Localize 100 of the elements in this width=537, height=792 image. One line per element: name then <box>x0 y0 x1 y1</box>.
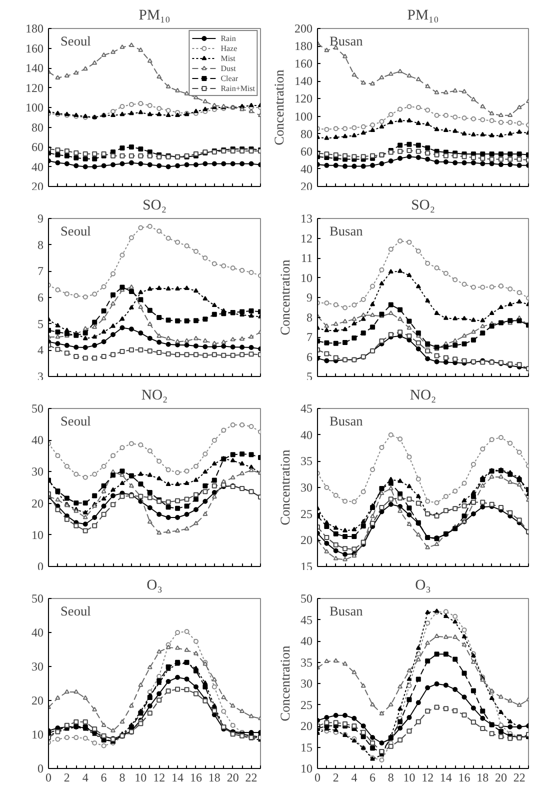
y-tick-label: 40 <box>32 160 44 174</box>
y-axis-title: Concentration <box>278 449 292 526</box>
annotation: Seoul <box>60 604 92 618</box>
y-tick-label: 45 <box>300 612 312 627</box>
y-tick-label: 140 <box>26 61 44 75</box>
y-tick-label: 10 <box>300 270 312 285</box>
x-tick-label: 20 <box>494 770 507 784</box>
annotation: Seoul <box>60 414 92 428</box>
y-tick-label: 140 <box>294 74 312 88</box>
y-tick-label: 7 <box>306 330 312 344</box>
y-tick-label: 180 <box>294 39 312 54</box>
x-tick-label: 4 <box>351 770 358 784</box>
y-axis-title: Concentration <box>278 645 292 722</box>
x-tick-label: 2 <box>332 770 339 784</box>
y-tick-label: 20 <box>32 496 44 510</box>
y-tick-label: 50 <box>300 592 312 606</box>
x-tick-label: 14 <box>440 770 452 784</box>
annotation: Seoul <box>60 224 92 238</box>
y-tick-label: 35 <box>300 655 312 670</box>
y-tick-label: 9 <box>306 290 312 304</box>
y-tick-label: 10 <box>32 528 44 542</box>
x-tick-label: 12 <box>422 770 434 784</box>
y-tick-label: 60 <box>32 140 44 154</box>
legend-label: Rain+Mist <box>220 84 255 92</box>
x-tick-label: 14 <box>172 770 184 784</box>
y-tick-label: 4 <box>38 343 44 358</box>
y-tick-label: 120 <box>294 92 312 106</box>
y-tick-label: 50 <box>32 592 44 606</box>
y-tick-label: 30 <box>300 676 312 690</box>
legend-label: Dust <box>220 64 237 72</box>
chart-title: SO₂ <box>142 198 166 214</box>
y-axis-title: Concentration <box>278 259 292 336</box>
y-tick-label: 40 <box>32 433 44 448</box>
annotation: Busan <box>330 224 364 238</box>
y-tick-label: 45 <box>300 402 312 416</box>
x-tick-label: 4 <box>82 770 88 784</box>
y-tick-label: 6 <box>306 350 312 364</box>
chart-title: O₃ <box>415 578 431 594</box>
x-tick-label: 16 <box>190 770 202 784</box>
y-tick-label: 7 <box>38 264 44 278</box>
y-tick-label: 100 <box>26 100 44 114</box>
y-tick-label: 8 <box>306 310 312 324</box>
annotation: Seoul <box>60 34 92 48</box>
y-tick-label: 60 <box>300 144 312 158</box>
x-tick-label: 18 <box>208 770 220 784</box>
legend-label: Mist <box>220 54 236 62</box>
legend-label: Clear <box>220 74 240 82</box>
annotation: Busan <box>330 34 364 48</box>
y-tick-label: 11 <box>300 251 313 265</box>
y-tick-label: 30 <box>32 464 44 479</box>
y-tick-label: 35 <box>300 454 312 468</box>
y-tick-label: 40 <box>32 626 44 640</box>
y-tick-label: 20 <box>300 533 312 548</box>
chart-title: O₃ <box>146 578 162 594</box>
chart-title: NO₂ <box>141 388 168 404</box>
x-tick-label: 8 <box>119 770 126 784</box>
y-tick-label: 40 <box>300 428 312 442</box>
y-tick-label: 25 <box>300 698 312 712</box>
y-tick-label: 25 <box>300 506 312 521</box>
y-tick-label: 8 <box>38 238 44 252</box>
y-tick-label: 20 <box>32 694 44 708</box>
x-tick-label: 22 <box>513 770 526 784</box>
x-tick-label: 12 <box>153 770 166 784</box>
chart-title: SO₂ <box>411 198 435 214</box>
y-axis-title: Concentration <box>272 69 286 146</box>
legend-label: Haze <box>220 44 238 52</box>
y-tick-label: 80 <box>300 126 312 141</box>
annotation: Busan <box>330 604 364 618</box>
y-tick-label: 30 <box>32 660 44 674</box>
y-tick-label: 0 <box>38 762 44 776</box>
annotation: Busan <box>330 414 364 428</box>
y-tick-label: 200 <box>294 22 312 36</box>
y-tick-label: 10 <box>32 728 44 742</box>
y-tick-label: 100 <box>294 109 312 124</box>
x-tick-label: 2 <box>64 770 70 784</box>
y-tick-label: 6 <box>38 290 44 304</box>
y-tick-label: 10 <box>300 762 312 776</box>
y-tick-label: 20 <box>300 719 312 733</box>
y-tick-label: 40 <box>300 162 312 176</box>
x-tick-label: 6 <box>100 770 107 784</box>
x-tick-label: 16 <box>458 770 470 784</box>
y-tick-label: 13 <box>300 212 312 226</box>
x-tick-label: 10 <box>134 770 147 784</box>
y-tick-label: 180 <box>26 22 44 36</box>
chart-title: PM₁₀ <box>407 8 439 24</box>
y-tick-label: 30 <box>300 480 312 494</box>
chart-title: NO₂ <box>410 388 436 404</box>
x-tick-label: 8 <box>388 770 394 784</box>
x-tick-label: 10 <box>403 770 416 784</box>
x-tick-label: 20 <box>226 770 239 784</box>
y-tick-label: 50 <box>32 402 44 416</box>
y-tick-label: 12 <box>300 231 312 246</box>
y-tick-label: 160 <box>294 56 312 71</box>
chart-title: PM₁₀ <box>138 8 170 24</box>
y-tick-label: 160 <box>26 41 44 56</box>
y-tick-label: 15 <box>300 740 312 754</box>
x-tick-label: 18 <box>476 770 489 784</box>
y-tick-label: 40 <box>300 634 312 648</box>
x-tick-label: 6 <box>370 770 376 784</box>
x-tick-label: 22 <box>245 770 258 784</box>
